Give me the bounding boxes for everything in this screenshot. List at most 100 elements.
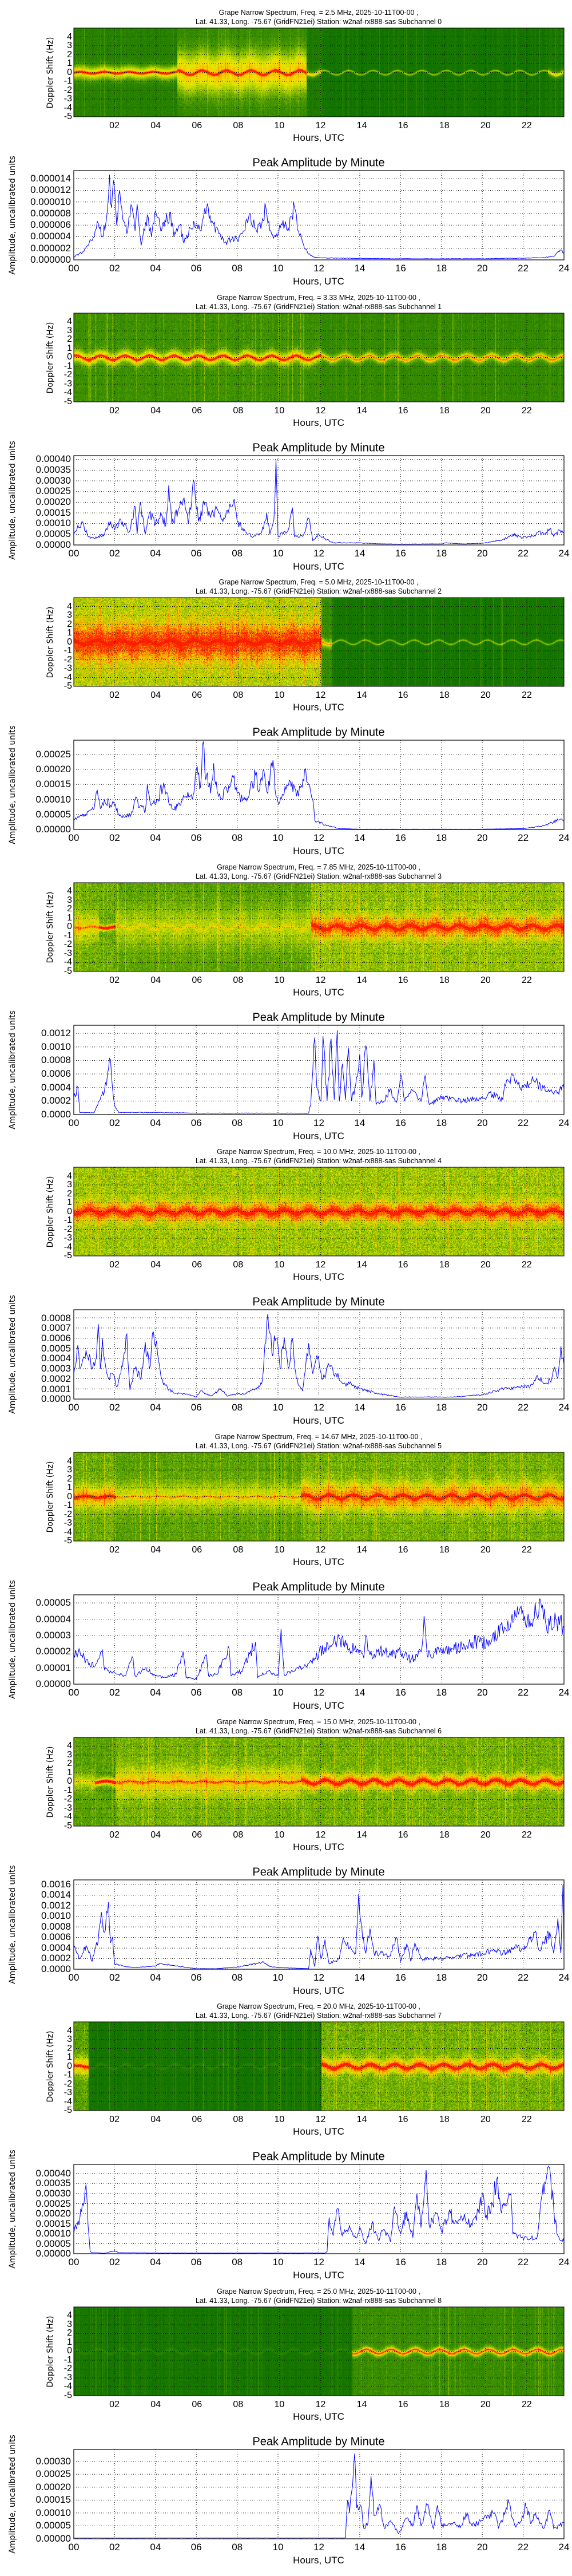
amplitude-chart-title: Peak Amplitude by Minute (252, 2150, 385, 2163)
x-tick-label: 00 (68, 1971, 80, 1983)
amplitude-chart (73, 170, 565, 260)
x-tick-label: 06 (190, 263, 202, 274)
y-tick-label: -1 (63, 76, 72, 86)
x-tick-label: 04 (150, 832, 161, 844)
x-tick-label: 24 (558, 547, 570, 559)
y-tick-label: 0 (67, 637, 72, 647)
y-tick-label: 4 (67, 1741, 72, 1751)
spectrogram-title-line-1: Grape Narrow Spectrum, Freq. = 7.85 MHz,… (217, 863, 420, 871)
y-tick-label: 4 (67, 2310, 72, 2321)
x-tick-label: 10 (272, 832, 284, 844)
y-axis-label: Amplitude, uncalibrated units (8, 156, 17, 275)
x-tick-label: 18 (439, 1260, 450, 1270)
amplitude-chart-title: Peak Amplitude by Minute (252, 1011, 385, 1024)
y-tick-label: 2 (67, 1188, 72, 1199)
x-tick-label: 04 (150, 975, 161, 985)
y-tick-label: 2 (67, 904, 72, 914)
x-tick-label: 20 (480, 2115, 491, 2125)
x-tick-label: 12 (313, 2541, 324, 2553)
x-axis-label: Hours, UTC (293, 986, 344, 998)
y-tick-label: 0.00020 (35, 2208, 71, 2219)
x-axis-label: Hours, UTC (293, 1841, 344, 1852)
x-tick-label: 20 (480, 690, 491, 701)
x-tick-label: 18 (436, 1971, 447, 1983)
x-tick-label: 08 (233, 405, 244, 416)
y-tick-label: -4 (63, 1242, 72, 1252)
x-tick-label: 12 (315, 2115, 326, 2125)
y-tick-label: 0.00025 (35, 748, 71, 760)
x-tick-label: 16 (398, 690, 408, 701)
plot-frame (73, 2449, 565, 2539)
y-axis-label: Amplitude, uncalibrated units (8, 725, 17, 844)
x-tick-label: 24 (558, 2257, 570, 2268)
amplitude-chart (73, 2164, 565, 2254)
x-tick-label: 18 (439, 1830, 450, 1840)
x-tick-label: 00 (68, 263, 80, 274)
y-tick-label: 0.00000 (35, 824, 71, 835)
x-tick-label: 24 (558, 1687, 570, 1698)
y-tick-label: -5 (63, 396, 72, 406)
y-tick-label: 0.0006 (41, 1333, 71, 1344)
x-tick-label: 02 (109, 832, 120, 844)
y-tick-label: 0.00004 (35, 1613, 71, 1625)
x-tick-label: 16 (395, 547, 406, 559)
x-tick-label: 00 (68, 547, 80, 559)
y-axis-label: Amplitude, uncalibrated units (8, 2150, 17, 2269)
x-axis-label: Hours, UTC (293, 1271, 344, 1283)
y-tick-label: 2 (67, 1473, 72, 1484)
x-tick-label: 22 (522, 1830, 532, 1840)
channel-panel-4: Grape Narrow Spectrum, Freq. = 10.0 MHz,… (0, 1139, 572, 1426)
x-tick-label: 06 (192, 121, 202, 131)
channel-panel-2: Grape Narrow Spectrum, Freq. = 5.0 MHz, … (0, 570, 572, 856)
spectrogram-title-line-2: Lat. 41.33, Long. -75.67 (GridFN21ei) St… (195, 872, 442, 880)
x-tick-label: 10 (274, 121, 285, 131)
x-tick-label: 02 (109, 2115, 120, 2125)
x-tick-label: 02 (109, 2399, 120, 2409)
x-tick-label: 00 (68, 2541, 80, 2553)
amplitude-chart-title: Peak Amplitude by Minute (252, 441, 385, 455)
x-tick-label: 18 (436, 2541, 447, 2553)
x-tick-label: 10 (274, 690, 285, 701)
x-tick-label: 04 (150, 1260, 161, 1270)
spectrogram-title-line-1: Grape Narrow Spectrum, Freq. = 25.0 MHz,… (217, 2287, 420, 2296)
x-tick-label: 16 (395, 1687, 406, 1698)
x-tick-label: 02 (109, 1260, 120, 1270)
x-tick-label: 20 (480, 405, 491, 416)
x-tick-label: 24 (558, 263, 570, 274)
x-tick-label: 20 (476, 547, 488, 559)
spectrogram-axes (73, 1452, 565, 1542)
channel-panel-8: Grape Narrow Spectrum, Freq. = 25.0 MHz,… (0, 2279, 572, 2566)
x-tick-label: 08 (232, 263, 243, 274)
amplitude-chart-title: Peak Amplitude by Minute (252, 1581, 385, 1594)
x-tick-label: 12 (315, 121, 326, 131)
x-tick-label: 14 (356, 2399, 367, 2409)
x-tick-label: 14 (354, 1971, 366, 1983)
x-tick-label: 16 (395, 1402, 406, 1413)
spectrogram-axes (73, 2306, 565, 2396)
y-tick-label: 0 (67, 922, 72, 932)
y-tick-label: 0.00015 (35, 2218, 71, 2229)
y-tick-label: -1 (63, 361, 72, 371)
x-tick-label: 24 (558, 2541, 570, 2553)
plot-frame (73, 455, 565, 546)
x-tick-label: 12 (313, 1402, 324, 1413)
x-tick-label: 18 (439, 975, 450, 985)
y-tick-label: 3 (67, 2034, 72, 2045)
y-tick-label: -1 (63, 930, 72, 941)
x-tick-label: 08 (233, 121, 244, 131)
x-tick-label: 22 (522, 405, 532, 416)
x-tick-label: 22 (522, 1545, 532, 1555)
y-tick-label: 0.0014 (41, 1889, 71, 1901)
x-tick-label: 18 (436, 547, 447, 559)
x-tick-label: 10 (272, 2257, 284, 2268)
y-tick-label: 0.0006 (41, 1931, 71, 1943)
plot-frame (73, 2306, 565, 2396)
x-tick-label: 22 (518, 832, 529, 844)
x-tick-label: 08 (232, 2257, 243, 2268)
x-tick-label: 14 (354, 2541, 366, 2553)
y-tick-label: -4 (63, 2381, 72, 2392)
x-axis-label: Hours, UTC (293, 276, 344, 287)
x-tick-label: 08 (233, 975, 244, 985)
x-tick-label: 04 (150, 2541, 161, 2553)
x-tick-label: 06 (190, 832, 202, 844)
